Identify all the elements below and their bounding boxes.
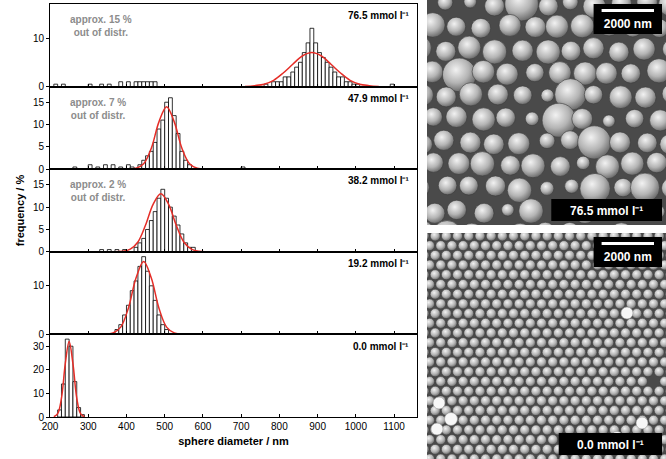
svg-text:20: 20: [33, 364, 45, 375]
svg-text:15: 15: [33, 179, 45, 190]
svg-text:10: 10: [33, 280, 45, 291]
svg-text:15: 15: [33, 97, 45, 108]
svg-text:800: 800: [271, 421, 288, 432]
svg-text:0: 0: [38, 246, 44, 257]
svg-text:sphere diameter / nm: sphere diameter / nm: [178, 435, 289, 447]
svg-text:900: 900: [309, 421, 326, 432]
svg-text:5: 5: [38, 141, 44, 152]
svg-text:0.0 mmol l⁻¹: 0.0 mmol l⁻¹: [353, 341, 409, 352]
svg-text:1000: 1000: [345, 421, 368, 432]
svg-text:10: 10: [33, 119, 45, 130]
svg-text:76.5 mmol l⁻¹: 76.5 mmol l⁻¹: [570, 204, 643, 218]
svg-text:5: 5: [38, 224, 44, 235]
svg-text:10: 10: [33, 202, 45, 213]
svg-text:400: 400: [118, 421, 135, 432]
svg-text:2000 nm: 2000 nm: [604, 17, 652, 31]
svg-text:1100: 1100: [383, 421, 405, 432]
svg-text:700: 700: [233, 421, 250, 432]
svg-text:38.2 mmol l⁻¹: 38.2 mmol l⁻¹: [348, 175, 409, 186]
svg-text:approx. 7 %out of distr.: approx. 7 %out of distr.: [70, 97, 126, 121]
svg-text:2000 nm: 2000 nm: [604, 250, 652, 264]
svg-text:0: 0: [38, 164, 44, 175]
svg-text:30: 30: [33, 341, 45, 352]
svg-text:frequency / %: frequency / %: [14, 175, 26, 247]
svg-text:300: 300: [80, 421, 97, 432]
svg-text:10: 10: [33, 388, 45, 399]
svg-text:600: 600: [195, 421, 212, 432]
svg-text:approx. 2 %out of distr.: approx. 2 %out of distr.: [70, 179, 126, 203]
svg-text:47.9 mmol l⁻¹: 47.9 mmol l⁻¹: [348, 93, 409, 104]
svg-text:0.0 mmol l⁻¹: 0.0 mmol l⁻¹: [577, 438, 644, 452]
svg-text:19.2 mmol l⁻¹: 19.2 mmol l⁻¹: [348, 258, 409, 269]
svg-text:approx. 15 %out of distr.: approx. 15 %out of distr.: [70, 14, 132, 38]
svg-text:500: 500: [156, 421, 173, 432]
svg-text:0: 0: [38, 329, 44, 340]
svg-text:200: 200: [42, 421, 59, 432]
svg-text:76.5 mmol l⁻¹: 76.5 mmol l⁻¹: [348, 10, 409, 21]
svg-text:0: 0: [38, 412, 44, 423]
svg-text:0: 0: [38, 81, 44, 92]
svg-text:10: 10: [33, 33, 45, 44]
